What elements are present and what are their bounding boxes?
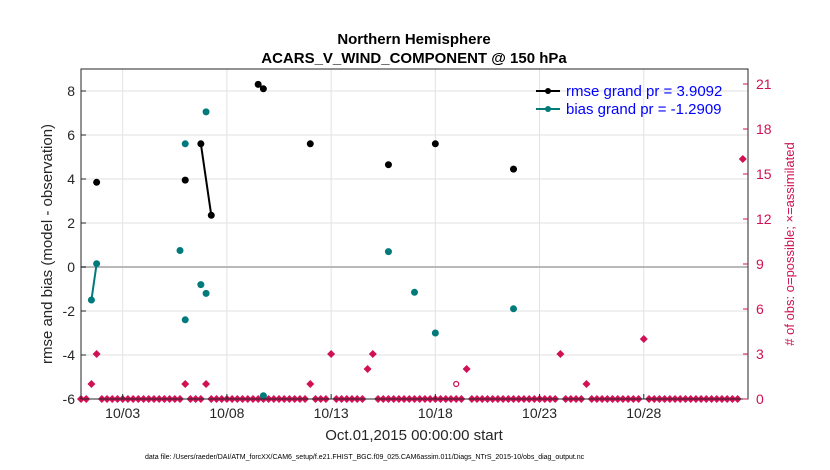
y2-tick-label: 9 [756,256,764,272]
rmse-point [306,140,314,148]
bias-point [510,305,518,313]
rmse-point [384,161,392,169]
y2-axis-label: # of obs: o=possible; ×=assimilated [782,142,797,345]
y-axis-label: rmse and bias (model - observation) [39,124,56,364]
legend-bias-label: bias grand pr = -1.2909 [566,101,722,118]
rmse-point [510,165,518,173]
x-tick-label: 10/18 [418,405,453,421]
y2-tick-label: 15 [756,166,772,182]
y-tick-label: -4 [63,347,76,363]
obs-possible-point [453,380,460,388]
y2-tick-label: 6 [756,301,764,317]
bias-point [181,316,189,324]
obs-assimilated-point [306,380,315,388]
x-tick-label: 10/08 [209,405,244,421]
rmse-point [181,176,189,184]
rmse-point [197,140,205,148]
obs-assimilated-point [556,350,565,358]
legend: rmse grand pr = 3.9092 bias grand pr = -… [536,83,722,118]
obs-assimilated-point [327,350,336,358]
y-tick-label: 0 [67,259,75,275]
rmse-point [254,80,262,88]
y2-tick-label: 12 [756,211,772,227]
legend-rmse-marker [545,88,551,94]
y-tick-label: 8 [67,83,75,99]
obs-assimilated-point [462,365,471,373]
obs-assimilated-point [738,155,747,163]
y2-tick-label: 0 [756,391,764,407]
y-tick-label: -2 [63,303,76,319]
bias-point [176,247,184,254]
obs-assimilated-point [87,380,96,388]
bias-point [202,108,210,116]
bias-point [93,260,101,268]
bias-point [411,288,418,296]
y-tick-label: 2 [67,215,75,231]
x-tick-label: 10/23 [522,405,557,421]
obs-assimilated-point [639,335,648,343]
bias-point [181,140,189,148]
obs-assimilated-point [181,380,190,388]
y2-tick-label: 18 [756,121,772,137]
obs-assimilated-point [582,380,591,388]
bias-point [259,392,267,400]
rmse-point [207,211,215,219]
x-tick-label: 10/13 [314,405,349,421]
legend-rmse-label: rmse grand pr = 3.9092 [566,83,722,100]
y-tick-label: 6 [67,127,75,143]
chart-subtitle: ACARS_V_WIND_COMPONENT @ 150 hPa [261,50,567,67]
obs-assimilated-point [92,350,101,358]
data-file-note: data file: /Users/raeder/DAI/ATM_forcXX/… [145,454,585,461]
y2-tick-label: 21 [756,76,772,92]
y-tick-label: -6 [63,391,76,407]
x-axis-label: Oct.01,2015 00:00:00 start [325,427,503,444]
chart-title: Northern Hemisphere [337,31,490,48]
bias-line [90,263,98,301]
rmse-line [199,143,213,216]
y-tick-label: 4 [67,171,75,187]
x-tick-label: 10/28 [626,405,661,421]
x-tick-label: 10/03 [105,405,140,421]
legend-bias-marker [545,106,551,112]
rmse-point [431,140,439,148]
obs-assimilated-point [368,350,377,358]
obs-assimilated-point [363,365,372,373]
bias-point [197,281,205,289]
bias-point [384,248,392,256]
bias-point [202,289,210,297]
rmse-point [259,85,267,93]
bias-point [87,296,95,304]
bias-point [431,329,439,337]
rmse-point [93,178,101,186]
plot-frame [80,68,749,400]
obs-assimilated-point [202,380,211,388]
axis-ticks: 10/03 10/08 10/13 10/18 10/23 10/28 -6 -4 -2 0 2 4 6… [63,76,772,421]
y2-tick-label: 3 [756,346,764,362]
